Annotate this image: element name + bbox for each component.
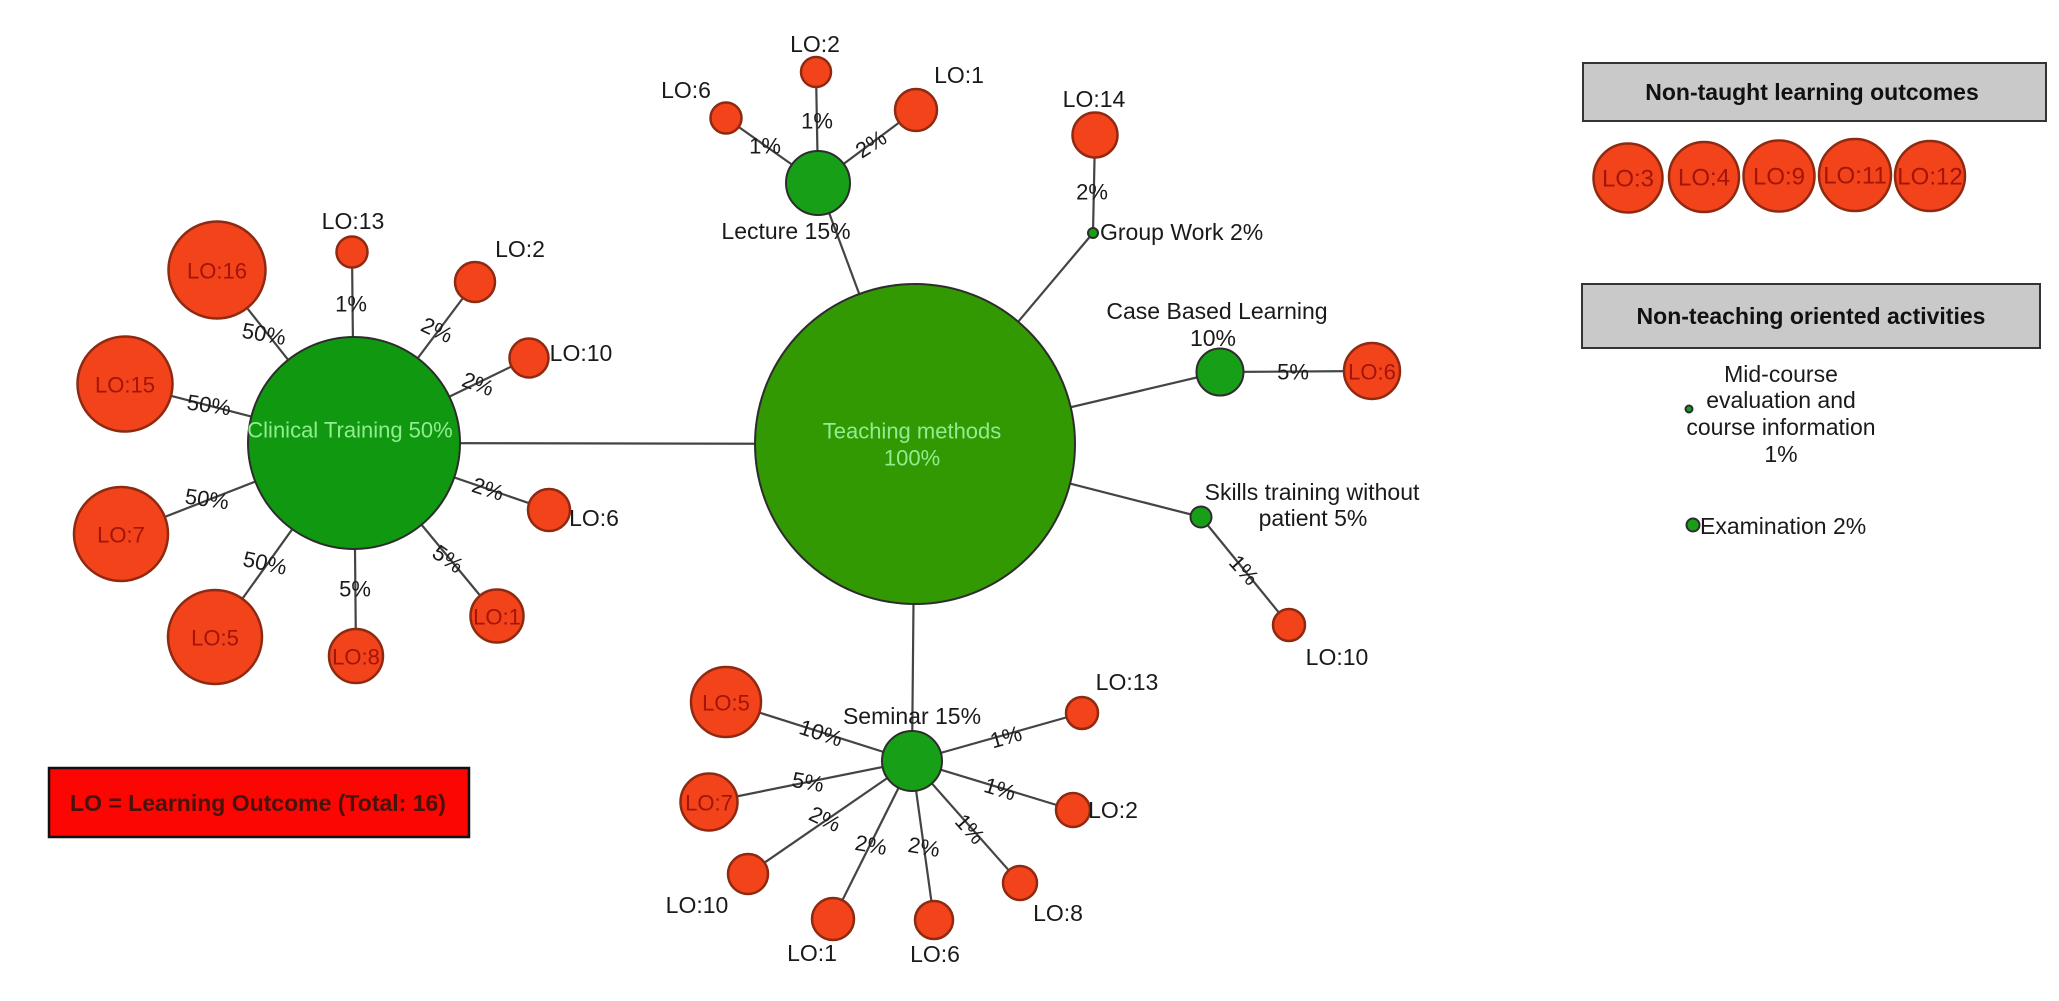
svg-text:100%: 100% bbox=[884, 446, 940, 471]
svg-text:LO:2: LO:2 bbox=[495, 236, 545, 262]
svg-text:LO:1: LO:1 bbox=[934, 62, 984, 88]
svg-text:Group Work 2%: Group Work 2% bbox=[1100, 219, 1263, 245]
svg-text:LO:4: LO:4 bbox=[1678, 165, 1730, 192]
svg-text:LO:15: LO:15 bbox=[95, 373, 155, 398]
svg-text:Teaching methods: Teaching methods bbox=[823, 419, 1002, 444]
svg-text:1%: 1% bbox=[335, 292, 367, 317]
svg-text:LO:3: LO:3 bbox=[1602, 166, 1654, 193]
svg-text:LO:10: LO:10 bbox=[550, 340, 613, 366]
svg-text:LO:1: LO:1 bbox=[787, 940, 837, 966]
svg-text:patient 5%: patient 5% bbox=[1259, 505, 1368, 531]
svg-text:LO:10: LO:10 bbox=[666, 892, 729, 918]
svg-text:2%: 2% bbox=[853, 830, 889, 860]
svg-text:LO:8: LO:8 bbox=[332, 645, 380, 670]
svg-text:LO:2: LO:2 bbox=[790, 31, 840, 57]
svg-text:Lecture 15%: Lecture 15% bbox=[721, 218, 850, 244]
svg-text:LO:6: LO:6 bbox=[661, 77, 711, 103]
svg-text:10%: 10% bbox=[1190, 325, 1236, 351]
svg-text:LO:2: LO:2 bbox=[1088, 797, 1138, 823]
svg-text:1%: 1% bbox=[1764, 441, 1797, 467]
svg-text:5%: 5% bbox=[790, 767, 826, 797]
svg-text:LO:11: LO:11 bbox=[1823, 163, 1887, 190]
svg-text:1%: 1% bbox=[749, 134, 781, 159]
svg-text:LO:6: LO:6 bbox=[910, 941, 960, 967]
svg-text:LO:9: LO:9 bbox=[1753, 164, 1805, 191]
svg-text:LO:10: LO:10 bbox=[1306, 644, 1369, 670]
svg-text:Non-taught learning outcomes: Non-taught learning outcomes bbox=[1645, 79, 1979, 105]
svg-text:50%: 50% bbox=[183, 484, 230, 515]
svg-text:LO:6: LO:6 bbox=[1348, 360, 1396, 385]
svg-text:50%: 50% bbox=[185, 390, 232, 421]
svg-text:Skills training without: Skills training without bbox=[1205, 479, 1420, 505]
svg-text:2%: 2% bbox=[1076, 180, 1108, 205]
svg-text:LO = Learning Outcome (Total:: LO = Learning Outcome (Total: 16) bbox=[70, 790, 446, 816]
svg-text:LO:7: LO:7 bbox=[685, 791, 733, 816]
svg-text:LO:5: LO:5 bbox=[702, 691, 750, 716]
svg-text:2%: 2% bbox=[906, 832, 942, 862]
svg-text:Seminar 15%: Seminar 15% bbox=[843, 703, 981, 729]
svg-text:Clinical Training 50%: Clinical Training 50% bbox=[247, 418, 452, 443]
svg-text:LO:13: LO:13 bbox=[322, 208, 385, 234]
svg-text:Non-teaching oriented activiti: Non-teaching oriented activities bbox=[1637, 303, 1986, 329]
svg-text:LO:7: LO:7 bbox=[97, 523, 145, 548]
svg-text:course information: course information bbox=[1686, 414, 1875, 440]
svg-text:evaluation and: evaluation and bbox=[1706, 387, 1856, 413]
svg-text:LO:13: LO:13 bbox=[1096, 669, 1159, 695]
svg-text:LO:1: LO:1 bbox=[473, 605, 521, 630]
svg-text:LO:16: LO:16 bbox=[187, 259, 247, 284]
svg-text:1%: 1% bbox=[801, 109, 833, 134]
svg-text:LO:14: LO:14 bbox=[1063, 86, 1126, 112]
svg-text:Case Based Learning: Case Based Learning bbox=[1106, 298, 1327, 324]
svg-text:Mid-course: Mid-course bbox=[1724, 361, 1838, 387]
svg-text:LO:6: LO:6 bbox=[569, 505, 619, 531]
svg-text:LO:5: LO:5 bbox=[191, 626, 239, 651]
svg-text:5%: 5% bbox=[1277, 360, 1309, 385]
svg-text:Examination 2%: Examination 2% bbox=[1700, 513, 1866, 539]
svg-text:LO:12: LO:12 bbox=[1897, 164, 1962, 191]
svg-text:LO:8: LO:8 bbox=[1033, 900, 1083, 926]
svg-text:5%: 5% bbox=[339, 577, 371, 602]
